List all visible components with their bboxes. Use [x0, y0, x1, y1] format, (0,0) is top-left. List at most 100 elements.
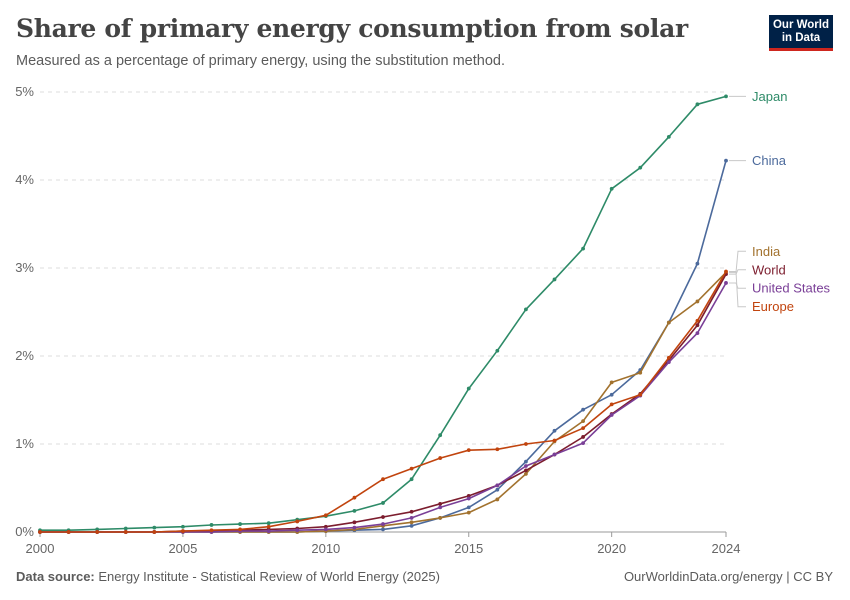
legend-label-china[interactable]: China [752, 153, 787, 168]
data-point-japan[interactable] [409, 477, 414, 482]
data-point-china[interactable] [495, 487, 500, 492]
series-line-europe[interactable] [40, 271, 727, 533]
data-point-world[interactable] [581, 435, 585, 439]
legend-label-world[interactable]: World [752, 262, 786, 277]
data-point-europe[interactable] [323, 513, 328, 518]
data-point-china[interactable] [381, 527, 385, 532]
data-point-japan[interactable] [724, 94, 728, 99]
data-point-japan[interactable] [695, 102, 700, 107]
data-point-europe[interactable] [438, 456, 443, 460]
data-point-india[interactable] [666, 320, 671, 325]
data-point-united-states[interactable] [323, 527, 328, 532]
data-point-united-states[interactable] [295, 528, 300, 533]
data-point-world[interactable] [409, 509, 414, 514]
series-line-india[interactable] [40, 271, 727, 533]
data-point-japan[interactable] [266, 521, 271, 526]
data-point-india[interactable] [524, 472, 528, 476]
data-point-europe[interactable] [352, 495, 357, 500]
data-point-world[interactable] [323, 524, 328, 529]
data-point-world[interactable] [438, 501, 443, 506]
data-point-japan[interactable] [438, 433, 443, 438]
data-point-europe[interactable] [638, 392, 643, 397]
data-point-japan[interactable] [209, 523, 214, 527]
data-point-japan[interactable] [123, 526, 128, 531]
data-point-europe[interactable] [581, 426, 585, 431]
data-point-europe[interactable] [381, 477, 385, 482]
data-point-india[interactable] [609, 380, 614, 385]
data-point-japan[interactable] [524, 307, 528, 312]
data-point-world[interactable] [524, 468, 528, 473]
data-point-japan[interactable] [466, 386, 471, 391]
data-source-text[interactable]: Energy Institute - Statistical Review of… [98, 569, 440, 584]
data-point-europe[interactable] [152, 530, 157, 534]
data-point-china[interactable] [581, 407, 585, 412]
data-point-japan[interactable] [352, 508, 357, 513]
legend-label-india[interactable]: India [752, 244, 781, 259]
data-point-japan[interactable] [181, 524, 185, 529]
data-point-united-states[interactable] [695, 331, 700, 336]
data-point-china[interactable] [552, 428, 557, 433]
data-point-europe[interactable] [123, 530, 128, 534]
data-point-europe[interactable] [609, 402, 614, 407]
series-line-world[interactable] [40, 273, 727, 533]
data-point-japan[interactable] [495, 348, 500, 353]
data-point-europe[interactable] [409, 466, 414, 471]
data-point-japan[interactable] [95, 527, 100, 532]
data-point-united-states[interactable] [724, 281, 728, 285]
footer-url[interactable]: OurWorldinData.org/energy | CC BY [623, 569, 833, 584]
data-point-china[interactable] [524, 459, 528, 464]
data-point-china[interactable] [409, 523, 414, 528]
data-point-europe[interactable] [295, 519, 300, 524]
series-line-japan[interactable] [40, 95, 727, 532]
data-point-united-states[interactable] [666, 360, 671, 365]
data-point-world[interactable] [466, 494, 471, 498]
legend-label-europe[interactable]: Europe [752, 299, 794, 314]
owid-logo[interactable]: Our World in Data [769, 15, 833, 51]
series-line-united-states[interactable] [40, 282, 727, 533]
data-point-japan[interactable] [552, 277, 557, 282]
data-point-india[interactable] [638, 370, 643, 375]
data-point-europe[interactable] [209, 528, 214, 533]
data-point-europe[interactable] [38, 530, 42, 534]
data-point-europe[interactable] [66, 530, 71, 534]
data-point-united-states[interactable] [438, 505, 443, 510]
data-point-world[interactable] [352, 520, 357, 525]
data-point-japan[interactable] [152, 525, 157, 530]
data-point-china[interactable] [724, 158, 728, 163]
data-point-europe[interactable] [695, 318, 700, 323]
data-point-world[interactable] [695, 323, 700, 328]
data-point-china[interactable] [466, 505, 471, 510]
data-point-united-states[interactable] [581, 441, 585, 446]
data-point-china[interactable] [695, 261, 700, 266]
data-point-world[interactable] [381, 515, 385, 519]
data-point-europe[interactable] [181, 529, 185, 534]
data-point-europe[interactable] [466, 448, 471, 453]
data-point-japan[interactable] [238, 522, 242, 526]
data-point-india[interactable] [495, 497, 500, 502]
data-point-japan[interactable] [381, 501, 385, 505]
data-point-india[interactable] [438, 516, 443, 520]
data-point-japan[interactable] [666, 134, 671, 139]
data-point-europe[interactable] [266, 524, 271, 529]
data-point-united-states[interactable] [266, 529, 271, 534]
legend-label-japan[interactable]: Japan [752, 89, 787, 104]
data-point-europe[interactable] [95, 530, 100, 534]
data-point-europe[interactable] [524, 442, 528, 446]
legend-label-united-states[interactable]: United States [752, 281, 831, 296]
data-point-united-states[interactable] [524, 464, 528, 468]
data-point-europe[interactable] [238, 527, 242, 532]
data-point-europe[interactable] [552, 438, 557, 443]
data-point-india[interactable] [581, 419, 585, 424]
data-point-united-states[interactable] [409, 516, 414, 520]
data-point-japan[interactable] [638, 165, 643, 170]
data-point-india[interactable] [409, 520, 414, 525]
data-point-india[interactable] [466, 510, 471, 515]
data-point-united-states[interactable] [609, 413, 614, 417]
data-point-united-states[interactable] [352, 525, 357, 530]
data-point-united-states[interactable] [466, 496, 471, 501]
series-line-china[interactable] [40, 160, 727, 533]
data-point-europe[interactable] [724, 269, 728, 274]
data-point-europe[interactable] [666, 355, 671, 360]
data-point-united-states[interactable] [381, 522, 385, 526]
data-point-united-states[interactable] [552, 452, 557, 457]
